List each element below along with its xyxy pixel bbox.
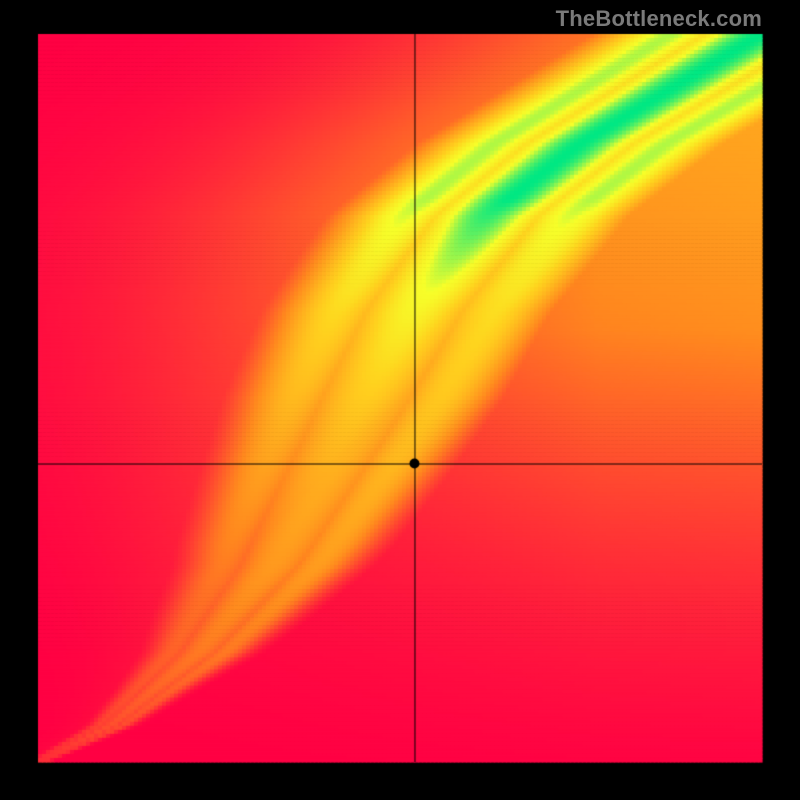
watermark-text: TheBottleneck.com bbox=[556, 6, 762, 32]
bottleneck-heatmap bbox=[0, 0, 800, 800]
chart-container: TheBottleneck.com bbox=[0, 0, 800, 800]
